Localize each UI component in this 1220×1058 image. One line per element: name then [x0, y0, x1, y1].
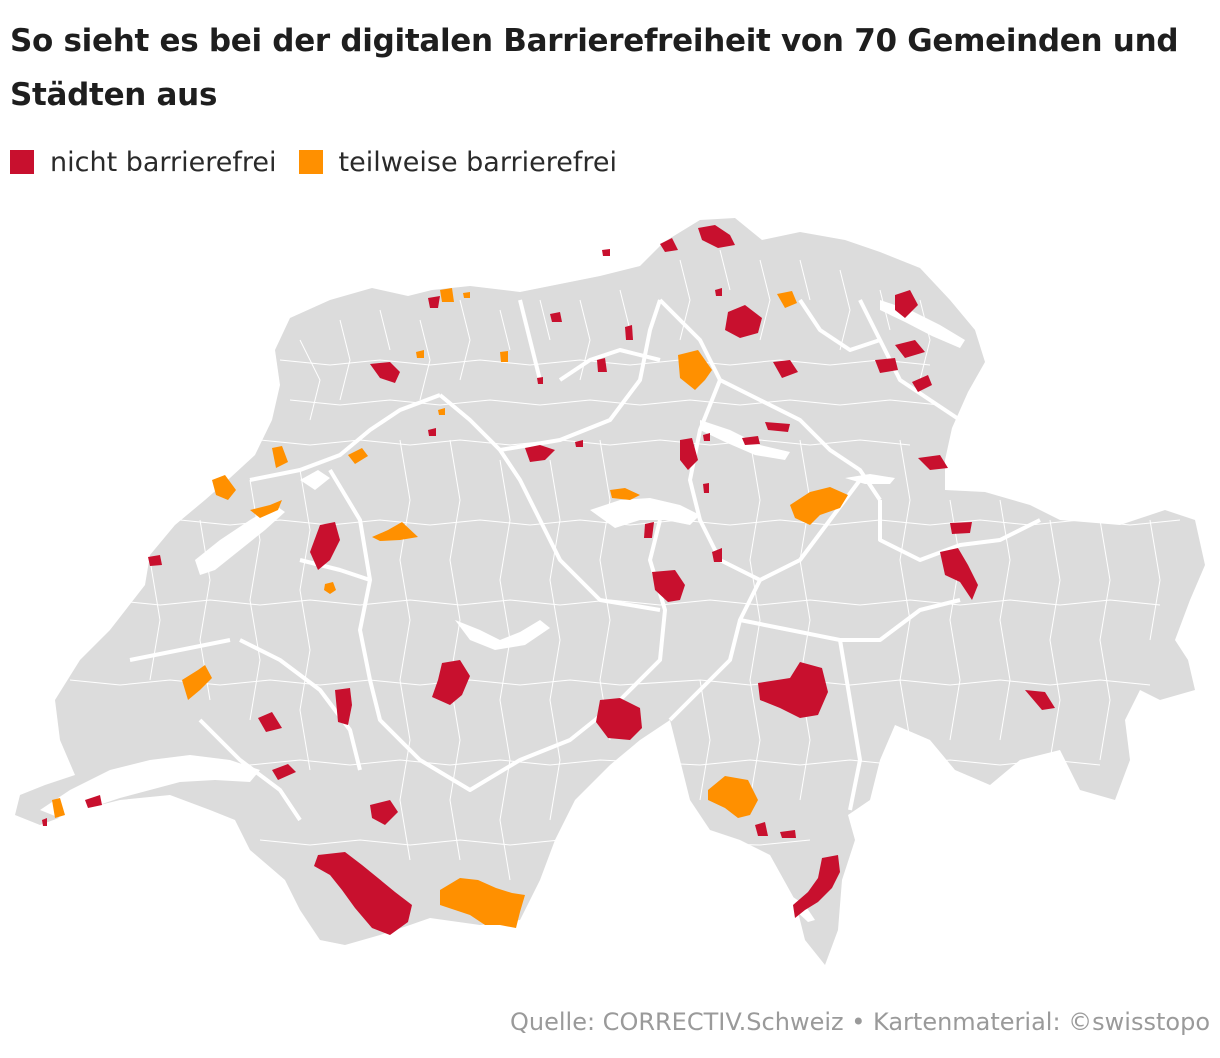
- lake-maggiore: [752, 850, 775, 912]
- municipality-red: [370, 362, 400, 383]
- municipalities-nicht-barrierefrei: [42, 225, 1055, 935]
- municipality-red: [310, 522, 340, 570]
- source-credit: Quelle: CORRECTIV.Schweiz • Kartenmateri…: [510, 1008, 1210, 1036]
- municipality-red: [742, 436, 760, 445]
- municipality-red: [918, 455, 948, 470]
- municipality-orange: [500, 351, 508, 362]
- municipality-red: [773, 360, 798, 378]
- municipality-red: [85, 795, 102, 808]
- municipality-red: [765, 422, 790, 432]
- municipality-red: [950, 522, 972, 534]
- municipality-orange: [272, 446, 288, 468]
- municipality-red: [596, 698, 642, 740]
- lake-thun-brienz: [455, 620, 550, 650]
- municipality-red: [680, 438, 698, 470]
- municipality-orange: [52, 798, 65, 818]
- legend-label-nicht-barrierefrei: nicht barrierefrei: [50, 146, 277, 178]
- legend-label-teilweise-barrierefrei: teilweise barrierefrei: [338, 146, 617, 178]
- municipality-red: [575, 440, 583, 447]
- lake-neuchatel: [195, 505, 285, 575]
- legend-swatch-red: [10, 150, 34, 174]
- municipality-orange: [438, 408, 445, 415]
- municipality-red: [644, 522, 654, 538]
- municipalities-teilweise-barrierefrei: [52, 288, 848, 928]
- municipality-red: [550, 312, 562, 322]
- municipality-red: [698, 225, 735, 248]
- municipality-red: [895, 340, 925, 358]
- municipality-red: [428, 428, 436, 436]
- municipality-orange: [372, 522, 418, 541]
- municipality-red: [940, 548, 978, 600]
- municipality-orange: [777, 291, 797, 308]
- municipality-red: [703, 433, 710, 441]
- municipality-orange: [440, 288, 454, 302]
- municipality-red: [703, 483, 709, 493]
- municipality-red: [725, 305, 762, 338]
- municipality-orange: [440, 878, 525, 928]
- municipality-red: [42, 818, 47, 826]
- municipality-red: [432, 660, 470, 705]
- municipality-red: [537, 377, 543, 384]
- municipality-red: [1025, 690, 1055, 710]
- municipality-red: [335, 688, 352, 725]
- map-area: [0, 195, 1220, 985]
- municipality-red: [660, 238, 678, 252]
- lake-lucerne: [590, 498, 700, 528]
- country-shape: [15, 218, 1205, 965]
- municipality-orange: [708, 776, 758, 818]
- municipality-orange: [463, 292, 470, 298]
- legend-item-teilweise-barrierefrei: teilweise barrierefrei: [298, 146, 617, 178]
- municipality-red: [715, 288, 722, 296]
- chart-title: So sieht es bei der digitalen Barrierefr…: [10, 23, 1179, 113]
- municipality-orange: [348, 448, 368, 464]
- lake-biel: [300, 470, 330, 490]
- municipality-orange: [182, 665, 212, 700]
- municipality-red: [602, 249, 610, 256]
- municipality-red: [272, 764, 296, 780]
- municipality-orange: [610, 488, 640, 500]
- municipality-red: [652, 570, 685, 602]
- municipality-red: [912, 375, 932, 392]
- legend-swatch-orange: [298, 150, 323, 174]
- legend: nicht barrierefrei teilweise barrierefre…: [10, 140, 639, 184]
- switzerland-map: [15, 218, 1205, 965]
- municipality-red: [780, 830, 796, 838]
- municipality-red: [370, 800, 398, 825]
- municipality-red: [758, 662, 828, 718]
- municipality-red: [428, 296, 440, 308]
- municipality-red: [712, 548, 722, 562]
- municipality-red: [525, 445, 555, 462]
- municipality-orange: [324, 582, 336, 594]
- municipality-red: [258, 712, 282, 732]
- municipality-orange: [790, 487, 848, 525]
- municipality-red: [755, 822, 768, 836]
- municipality-red: [875, 358, 898, 373]
- municipality-red: [597, 358, 607, 372]
- municipality-orange: [678, 350, 712, 390]
- municipality-orange: [212, 475, 236, 500]
- municipality-red: [625, 325, 633, 340]
- municipality-red: [895, 290, 918, 318]
- municipality-red: [148, 555, 162, 566]
- legend-item-nicht-barrierefrei: nicht barrierefrei: [10, 147, 277, 178]
- municipality-orange: [416, 350, 424, 358]
- municipality-red: [793, 855, 840, 918]
- municipality-red: [314, 852, 412, 935]
- municipality-orange: [250, 500, 282, 518]
- lake-walen: [845, 474, 895, 484]
